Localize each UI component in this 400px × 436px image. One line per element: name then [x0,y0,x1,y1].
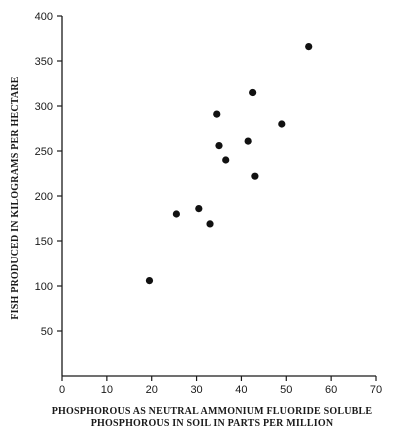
data-points [145,43,313,285]
y-tick-label: 250 [35,146,53,158]
x-tick-label: 40 [235,384,247,396]
data-point [278,120,286,128]
x-tick-label: 50 [280,384,292,396]
y-axis-label: FISH PRODUCED IN KILOGRAMS PER HECTARE [10,76,21,319]
axes [61,16,376,377]
x-tick-label: 10 [101,384,113,396]
data-point [195,205,203,213]
y-tick-label: 400 [35,11,53,23]
data-point [222,156,230,164]
y-tick-label: 50 [41,326,53,338]
data-point [215,142,223,150]
y-tick-label: 100 [35,281,53,293]
x-tick-label: 60 [325,384,337,396]
data-point [249,88,257,97]
y-tick-label: 200 [35,191,53,203]
y-tick-label: 150 [35,236,53,248]
data-point [206,220,214,228]
data-point [305,43,313,51]
x-tick-label: 70 [370,384,382,396]
x-tick-label: 20 [146,384,158,396]
y-tick-label: 350 [35,56,53,68]
data-point [251,172,259,180]
ticks: 0 10 20 30 40 50 60 70 50 100 150 200 250 300 350 400 [35,11,382,396]
data-point [172,210,180,218]
data-point [145,277,154,285]
x-tick-label: 30 [190,384,202,396]
y-tick-label: 300 [35,101,53,113]
x-axis-label-line-1: PHOSPHOROUS AS NEUTRAL AMMONIUM FLUORIDE… [52,406,373,417]
x-tick-label: 0 [59,384,65,396]
data-point [213,110,221,118]
x-axis-label-line-2: PHOSPHOROUS IN SOIL IN PARTS PER MILLION [91,418,334,429]
data-point [244,137,252,145]
